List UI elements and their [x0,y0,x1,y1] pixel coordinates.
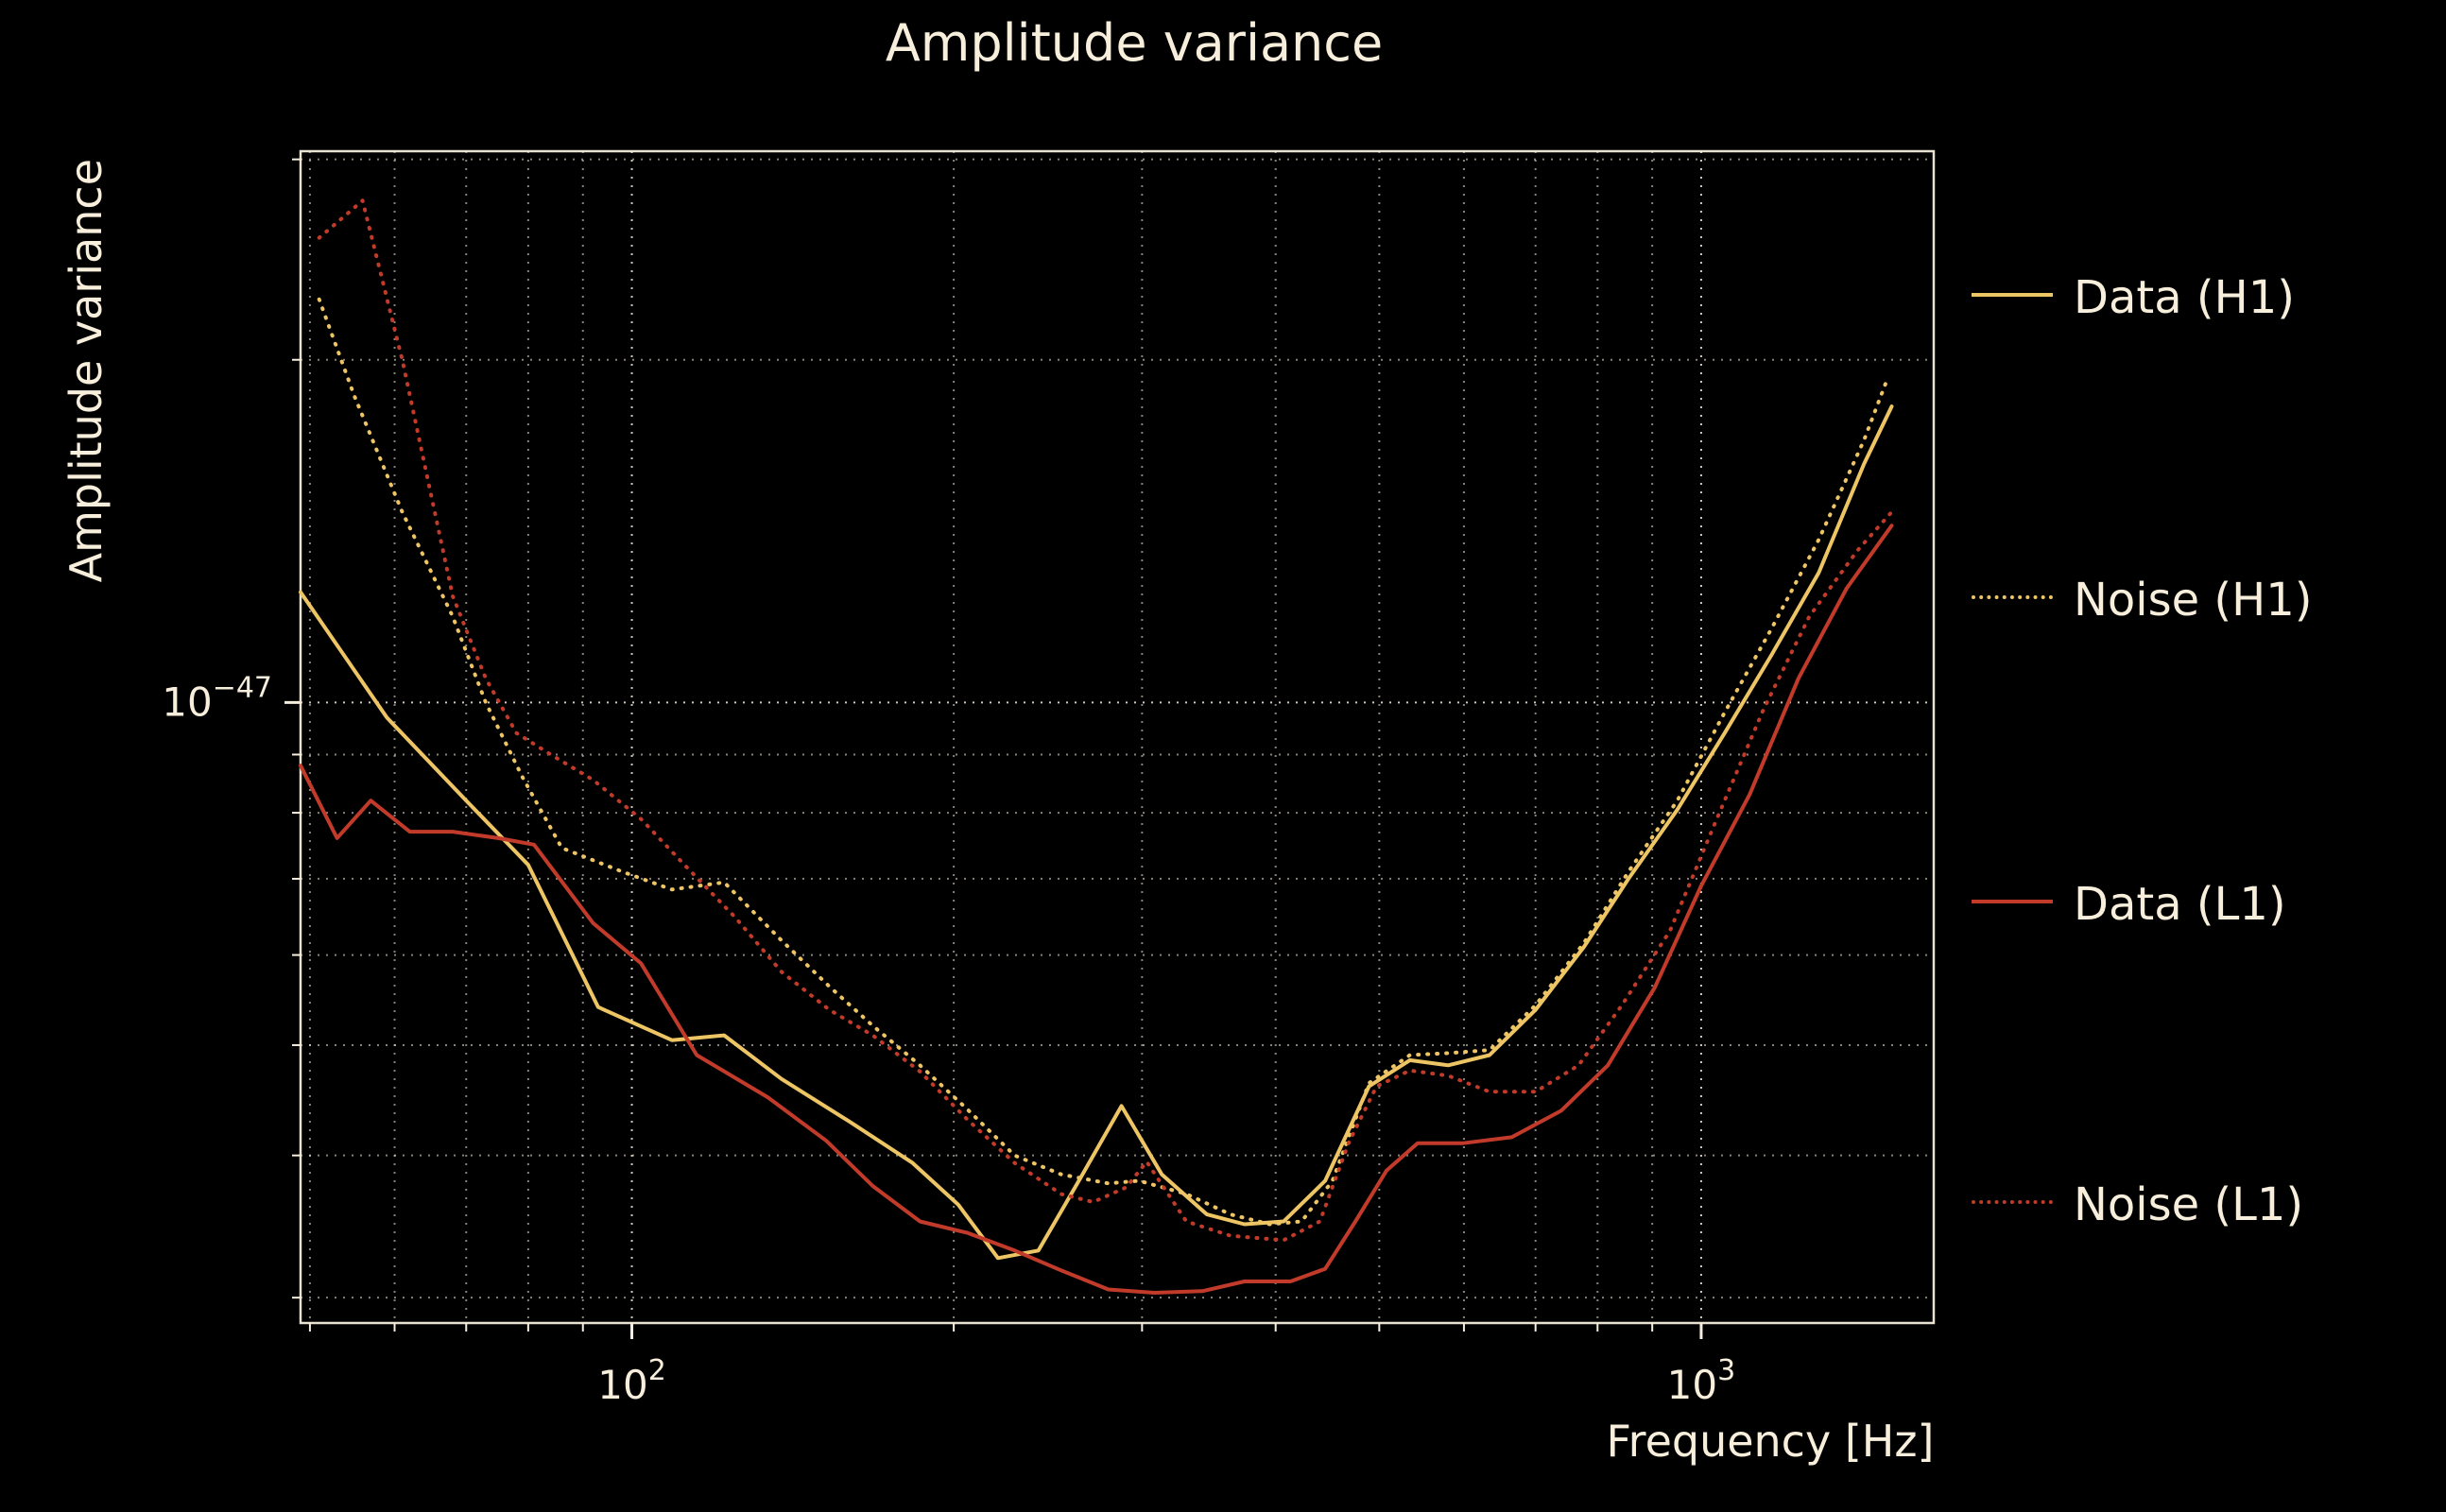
y-axis-label: Amplitude variance [60,159,112,583]
svg-text:102: 102 [597,1354,666,1408]
x-axis-label: Frequency [Hz] [1606,1416,1935,1467]
svg-text:103: 103 [1667,1354,1736,1408]
chart-title: Amplitude variance [885,13,1384,73]
svg-text:10−47: 10−47 [162,671,272,725]
